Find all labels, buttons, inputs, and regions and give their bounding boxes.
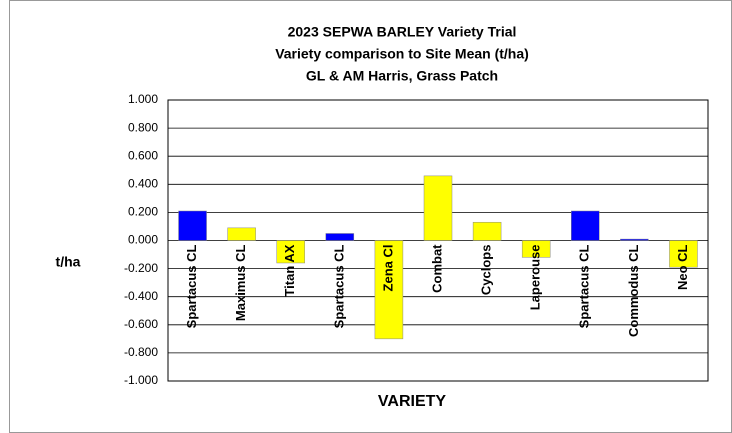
y-tick-label: -0.800 bbox=[124, 345, 158, 359]
y-tick-label: 0.800 bbox=[128, 120, 158, 134]
bar bbox=[620, 238, 649, 241]
plot-area bbox=[167, 99, 709, 382]
y-tick-label: 0.200 bbox=[128, 205, 158, 219]
bar bbox=[423, 175, 453, 241]
bar bbox=[472, 221, 502, 241]
y-tick-label: 1.000 bbox=[128, 92, 158, 106]
chart-title: 2023 SEPWA BARLEY Variety Trial bbox=[288, 24, 517, 40]
y-tick-label: 0.400 bbox=[128, 176, 158, 190]
chart-subtitle: GL & AM Harris, Grass Patch bbox=[306, 68, 498, 84]
y-tick-label: -0.200 bbox=[124, 261, 158, 275]
x-tick-label: Maximus CL bbox=[233, 244, 248, 321]
y-tick-label: 0.000 bbox=[128, 233, 158, 247]
x-tick-label: Neo CL bbox=[675, 244, 690, 290]
y-tick-label: -1.000 bbox=[124, 373, 158, 387]
bar bbox=[227, 227, 256, 241]
bar bbox=[178, 210, 207, 241]
y-tick-label: -0.600 bbox=[124, 317, 158, 331]
x-tick-label: Laperouse bbox=[528, 245, 543, 311]
x-tick-label: Combat bbox=[429, 244, 444, 293]
y-axis-label: t/ha bbox=[56, 254, 81, 270]
chart-frame bbox=[9, 0, 732, 433]
x-tick-label: Spartacus CL bbox=[184, 244, 199, 328]
bar bbox=[521, 240, 551, 258]
bar bbox=[669, 240, 698, 268]
x-tick-label: Spartacus CL bbox=[331, 244, 346, 328]
x-tick-label: Commodus CL bbox=[626, 244, 641, 337]
bar bbox=[374, 240, 404, 340]
bar bbox=[571, 210, 600, 241]
x-tick-label: Titan AX bbox=[282, 244, 297, 296]
bar bbox=[325, 233, 355, 241]
bar bbox=[276, 240, 305, 264]
x-tick-label: Zena Cl bbox=[380, 245, 395, 292]
x-tick-label: Spartacus CL bbox=[577, 244, 592, 328]
y-tick-label: 0.600 bbox=[128, 148, 158, 162]
chart-subtitle: Variety comparison to Site Mean (t/ha) bbox=[275, 46, 529, 62]
x-axis-label: VARIETY bbox=[378, 393, 446, 410]
x-tick-label: Cyclops bbox=[479, 245, 494, 296]
y-tick-label: -0.400 bbox=[124, 289, 158, 303]
